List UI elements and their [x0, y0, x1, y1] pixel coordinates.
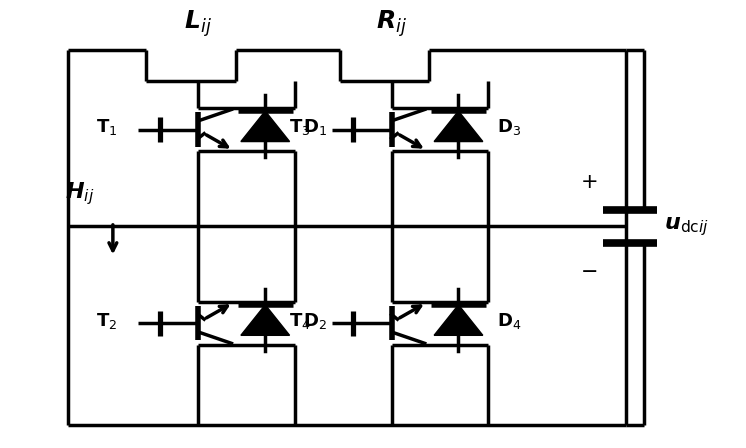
Text: $\boldsymbol{L}_{ij}$: $\boldsymbol{L}_{ij}$: [184, 9, 213, 39]
Text: $\mathbf{T}_1$: $\mathbf{T}_1$: [96, 117, 117, 138]
Text: $-$: $-$: [580, 260, 597, 280]
Text: $\boldsymbol{R}_{ij}$: $\boldsymbol{R}_{ij}$: [376, 9, 407, 39]
Text: $\mathbf{T}_4$: $\mathbf{T}_4$: [289, 311, 311, 331]
Polygon shape: [241, 111, 289, 142]
Text: $\mathbf{T}_2$: $\mathbf{T}_2$: [96, 311, 117, 331]
Text: $\mathbf{T}_3$: $\mathbf{T}_3$: [289, 117, 311, 138]
Text: $\mathbf{D}_3$: $\mathbf{D}_3$: [497, 117, 521, 138]
Text: $\mathbf{D}_2$: $\mathbf{D}_2$: [304, 311, 327, 331]
Text: $\mathbf{D}_1$: $\mathbf{D}_1$: [304, 117, 327, 138]
Text: $\boldsymbol{H}_{ij}$: $\boldsymbol{H}_{ij}$: [65, 180, 94, 207]
Text: $\boldsymbol{u}_{\mathrm{dc}ij}$: $\boldsymbol{u}_{\mathrm{dc}ij}$: [665, 215, 709, 238]
Text: $+$: $+$: [580, 172, 598, 192]
Polygon shape: [434, 305, 483, 335]
Polygon shape: [241, 305, 289, 335]
Text: $\mathbf{D}_4$: $\mathbf{D}_4$: [497, 311, 521, 331]
Polygon shape: [434, 111, 483, 142]
